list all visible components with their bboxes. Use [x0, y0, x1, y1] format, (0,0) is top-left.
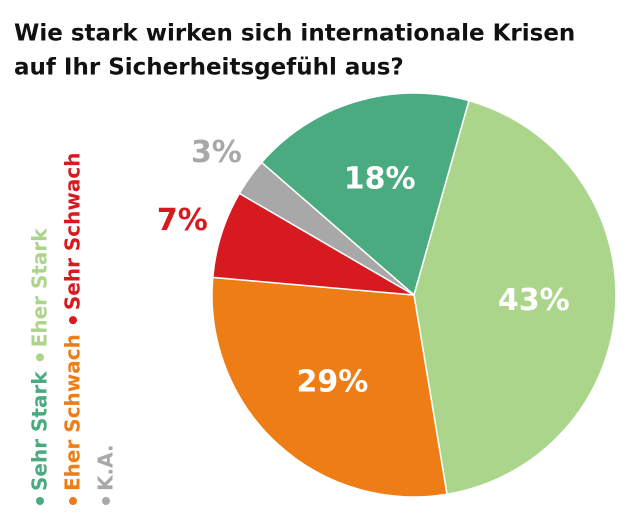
data-label: 7% — [157, 203, 208, 238]
legend-label: Sehr Schwach — [61, 153, 85, 311]
legend: Sehr Stark Eher Stark Eher Schwach Sehr Sch… — [28, 153, 118, 505]
pie-slice — [260, 92, 470, 297]
pie-slice — [413, 99, 617, 496]
legend-marker — [69, 497, 77, 505]
legend-marker — [102, 497, 110, 505]
chart-title: auf Ihr Sicherheitsgefühl aus? — [14, 55, 404, 81]
legend-label: Eher Schwach — [61, 334, 85, 491]
data-label: 18% — [344, 162, 416, 197]
legend-label: K.A. — [94, 444, 118, 491]
data-label: 43% — [498, 283, 570, 318]
legend-marker — [36, 353, 44, 362]
chart-title: Wie stark wirken sich internationale Kri… — [14, 21, 575, 47]
pie-slice — [211, 276, 448, 498]
data-label: 29% — [297, 365, 369, 400]
data-label: 3% — [191, 135, 242, 170]
pie-slice — [238, 161, 415, 296]
legend-marker — [69, 316, 77, 325]
legend-label: Sehr Stark — [28, 371, 52, 491]
legend-marker — [36, 497, 44, 505]
legend-label: Eher Stark — [28, 228, 52, 348]
